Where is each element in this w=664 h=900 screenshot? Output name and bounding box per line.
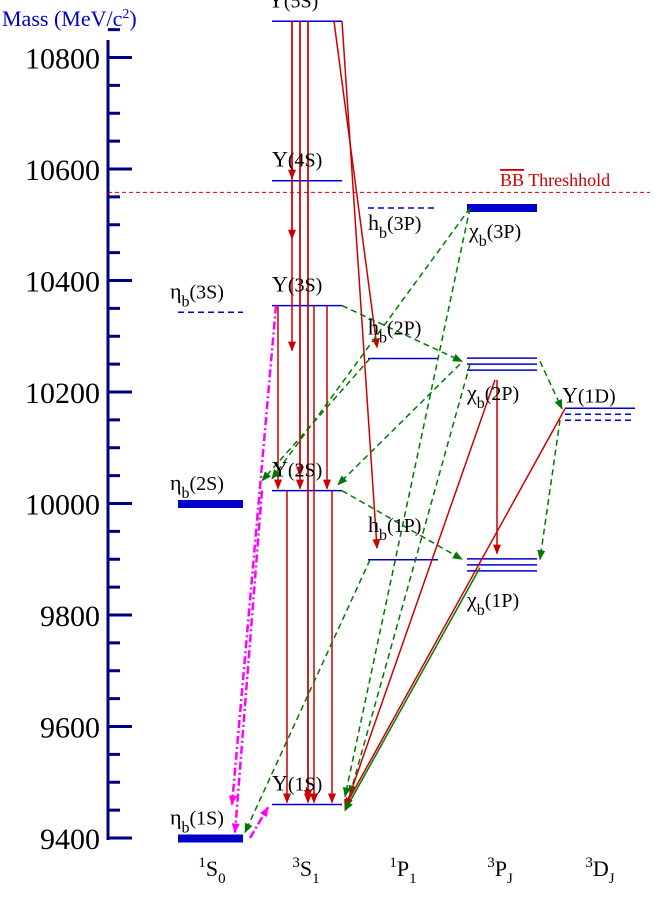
transition-y2s-chib1p bbox=[341, 490, 463, 560]
energy-levels bbox=[178, 20, 635, 843]
state-label-Y3S: Υ(3S) bbox=[272, 272, 322, 297]
state-label-chib2P: χb(2P) bbox=[466, 380, 519, 412]
state-labels: ηb(1S) ηb(2S) ηb(3S) Υ(1S) Υ(2S) Υ(3S) Υ(4S) Υ(… bbox=[170, 0, 616, 837]
column-label-3DJ: 3DJ bbox=[585, 855, 614, 887]
transition-y1d-y1s bbox=[344, 408, 566, 808]
state-label-etab3S: ηb(3S) bbox=[170, 278, 224, 310]
transition-chib3p-y1s bbox=[342, 207, 471, 798]
tick-label: 10000 bbox=[25, 489, 100, 522]
state-label-Y2S: Υ(2S) bbox=[272, 457, 322, 482]
transition-y1d-chib1p bbox=[537, 419, 561, 561]
column-label-1P1: 1P1 bbox=[389, 855, 416, 887]
state-label-chib1P: χb(1P) bbox=[466, 587, 519, 619]
tick-label: 10200 bbox=[25, 377, 100, 410]
column-label-3PJ: 3PJ bbox=[487, 855, 513, 887]
tick-label: 10400 bbox=[25, 266, 100, 299]
threshold-label: BB Threshhold bbox=[500, 170, 610, 190]
transition-chib3p-y2s bbox=[271, 207, 471, 480]
state-label-etab1S: ηb(1S) bbox=[170, 805, 224, 837]
mass-axis: 10800 10600 10400 10200 10000 9800 9600 9400 bbox=[25, 28, 132, 856]
transition-y3s-chib2p bbox=[341, 304, 463, 363]
level-chib2P bbox=[467, 357, 537, 371]
state-label-hb1P: hb(1P) bbox=[368, 512, 421, 544]
transition-y3s-etab1s bbox=[228, 305, 278, 806]
state-label-Y1D: Υ(1D) bbox=[562, 382, 616, 407]
transition-y2s-etab1s bbox=[231, 490, 264, 834]
state-label-etab2S: ηb(2S) bbox=[170, 470, 224, 502]
state-label-hb3P: hb(3P) bbox=[368, 210, 421, 242]
tick-label: 9800 bbox=[40, 600, 100, 633]
state-label-hb2P: hb(2P) bbox=[368, 315, 421, 347]
transition-hb2p-etab2s bbox=[261, 358, 371, 482]
column-labels: 1S0 3S1 1P1 3PJ 3DJ bbox=[198, 855, 614, 887]
level-chib1P bbox=[467, 558, 537, 572]
transition-y5s-hb2p bbox=[333, 21, 380, 349]
transition-chib2p-y1s bbox=[348, 363, 471, 796]
state-label-Y5S: Υ(5S) bbox=[268, 0, 318, 12]
transition-chib1p-y1s bbox=[344, 567, 481, 812]
column-label-3S1: 3S1 bbox=[292, 855, 319, 887]
transitions bbox=[228, 21, 566, 839]
state-label-chib3P: χb(3P) bbox=[468, 218, 521, 250]
transition-y5s-hb1p bbox=[341, 21, 381, 550]
tick-label: 10600 bbox=[25, 154, 100, 187]
tick-label: 9400 bbox=[40, 823, 100, 856]
tick-label: 9600 bbox=[40, 712, 100, 745]
state-label-Y4S: Υ(4S) bbox=[272, 147, 322, 172]
transition-chib2p-y1d bbox=[539, 361, 563, 410]
transition-chib2p-y1s-solid bbox=[344, 379, 496, 810]
column-label-1S0: 1S0 bbox=[198, 855, 225, 887]
transition-chib2p-y2s bbox=[337, 363, 461, 486]
level-Y1D bbox=[565, 407, 635, 422]
tick-label: 10800 bbox=[25, 43, 100, 76]
state-label-Y1S: Υ(1S) bbox=[272, 771, 322, 796]
bb-bar-text: BB bbox=[500, 170, 524, 190]
transition-etab1s-y1s bbox=[248, 806, 270, 839]
axis-title: Mass (MeV/c2) bbox=[2, 6, 137, 31]
